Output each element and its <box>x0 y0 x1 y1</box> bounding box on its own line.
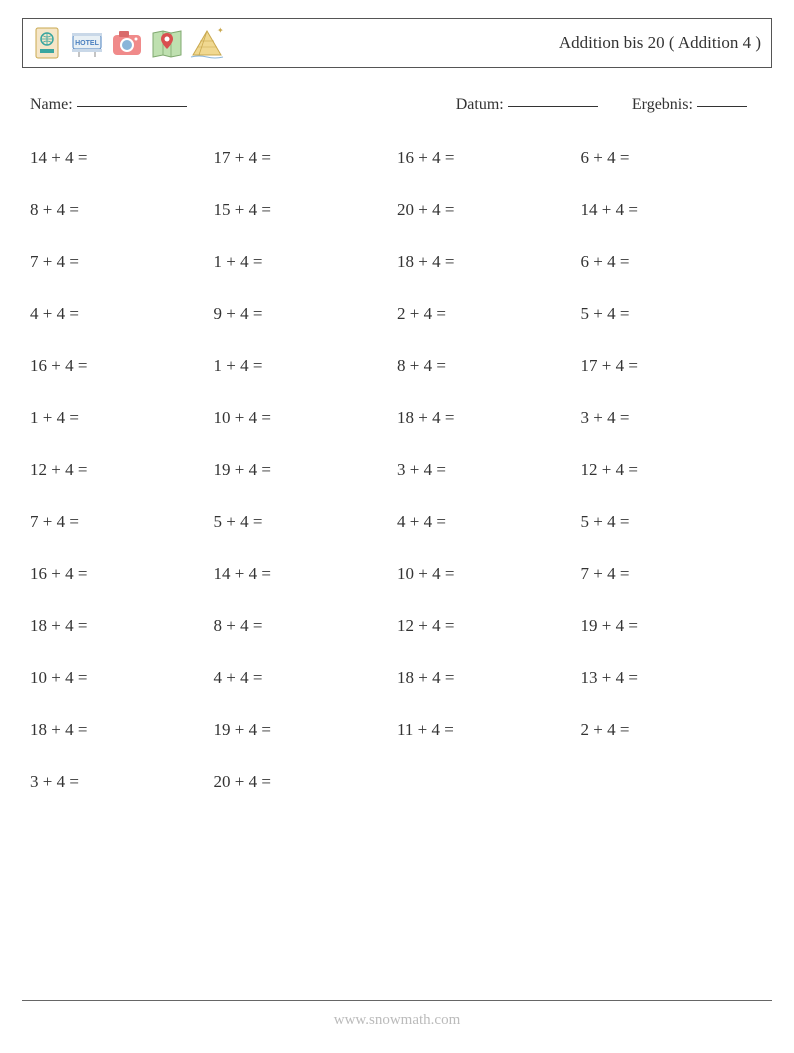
problem-row: 8 + 4 =15 + 4 =20 + 4 =14 + 4 = <box>30 200 764 252</box>
problem-cell: 4 + 4 = <box>397 512 581 564</box>
problem-cell: 19 + 4 = <box>581 616 765 668</box>
name-field: Name: <box>30 96 456 114</box>
footer-divider <box>22 1000 772 1001</box>
name-label: Name: <box>30 96 73 113</box>
problem-cell <box>581 772 765 824</box>
problem-cell: 14 + 4 = <box>581 200 765 252</box>
problem-cell: 19 + 4 = <box>214 720 398 772</box>
problem-cell: 2 + 4 = <box>397 304 581 356</box>
map-pin-icon <box>149 25 185 61</box>
problem-cell: 12 + 4 = <box>397 616 581 668</box>
header-box: HOTEL <box>22 18 772 68</box>
passport-icon <box>29 25 65 61</box>
date-blank[interactable] <box>508 106 598 107</box>
problem-cell: 16 + 4 = <box>30 356 214 408</box>
problem-cell: 5 + 4 = <box>214 512 398 564</box>
problem-cell: 20 + 4 = <box>214 772 398 824</box>
problems-grid: 14 + 4 =17 + 4 =16 + 4 =6 + 4 =8 + 4 =15… <box>22 148 772 824</box>
problem-cell: 17 + 4 = <box>581 356 765 408</box>
problem-row: 12 + 4 =19 + 4 =3 + 4 =12 + 4 = <box>30 460 764 512</box>
result-blank[interactable] <box>697 106 747 107</box>
camera-icon <box>109 25 145 61</box>
problem-cell: 18 + 4 = <box>397 408 581 460</box>
problem-cell: 14 + 4 = <box>214 564 398 616</box>
problem-cell: 5 + 4 = <box>581 512 765 564</box>
problem-cell: 18 + 4 = <box>30 720 214 772</box>
problem-row: 3 + 4 =20 + 4 = <box>30 772 764 824</box>
result-field: Ergebnis: <box>632 96 764 114</box>
problem-row: 18 + 4 =8 + 4 =12 + 4 =19 + 4 = <box>30 616 764 668</box>
problem-cell <box>397 772 581 824</box>
problem-cell: 14 + 4 = <box>30 148 214 200</box>
problem-cell: 3 + 4 = <box>397 460 581 512</box>
problem-row: 10 + 4 =4 + 4 =18 + 4 =13 + 4 = <box>30 668 764 720</box>
problem-cell: 6 + 4 = <box>581 148 765 200</box>
problem-row: 18 + 4 =19 + 4 =11 + 4 =2 + 4 = <box>30 720 764 772</box>
problem-cell: 3 + 4 = <box>30 772 214 824</box>
problem-cell: 18 + 4 = <box>397 252 581 304</box>
meta-row: Name: Datum: Ergebnis: <box>22 96 772 114</box>
problem-row: 16 + 4 =14 + 4 =10 + 4 =7 + 4 = <box>30 564 764 616</box>
problem-cell: 8 + 4 = <box>30 200 214 252</box>
problem-cell: 12 + 4 = <box>30 460 214 512</box>
problem-cell: 4 + 4 = <box>214 668 398 720</box>
problem-cell: 10 + 4 = <box>30 668 214 720</box>
svg-text:HOTEL: HOTEL <box>75 40 99 47</box>
problem-cell: 5 + 4 = <box>581 304 765 356</box>
result-label: Ergebnis: <box>632 96 693 113</box>
problem-cell: 2 + 4 = <box>581 720 765 772</box>
problem-cell: 7 + 4 = <box>30 512 214 564</box>
problem-cell: 18 + 4 = <box>30 616 214 668</box>
problem-row: 14 + 4 =17 + 4 =16 + 4 =6 + 4 = <box>30 148 764 200</box>
problem-cell: 11 + 4 = <box>397 720 581 772</box>
icon-row: HOTEL <box>29 25 225 61</box>
problem-cell: 1 + 4 = <box>30 408 214 460</box>
problem-cell: 12 + 4 = <box>581 460 765 512</box>
problem-row: 4 + 4 =9 + 4 =2 + 4 =5 + 4 = <box>30 304 764 356</box>
name-blank[interactable] <box>77 106 187 107</box>
problem-cell: 7 + 4 = <box>581 564 765 616</box>
problem-cell: 16 + 4 = <box>397 148 581 200</box>
pyramid-icon: ✦ <box>189 25 225 61</box>
worksheet-title: Addition bis 20 ( Addition 4 ) <box>559 33 761 53</box>
problem-row: 7 + 4 =5 + 4 =4 + 4 =5 + 4 = <box>30 512 764 564</box>
problem-cell: 16 + 4 = <box>30 564 214 616</box>
svg-text:✦: ✦ <box>217 26 224 35</box>
problem-cell: 4 + 4 = <box>30 304 214 356</box>
problem-cell: 6 + 4 = <box>581 252 765 304</box>
problem-cell: 9 + 4 = <box>214 304 398 356</box>
problem-cell: 15 + 4 = <box>214 200 398 252</box>
problem-cell: 10 + 4 = <box>214 408 398 460</box>
problem-cell: 3 + 4 = <box>581 408 765 460</box>
problem-row: 7 + 4 =1 + 4 =18 + 4 =6 + 4 = <box>30 252 764 304</box>
problem-cell: 19 + 4 = <box>214 460 398 512</box>
problem-row: 1 + 4 =10 + 4 =18 + 4 =3 + 4 = <box>30 408 764 460</box>
problem-cell: 7 + 4 = <box>30 252 214 304</box>
problem-cell: 1 + 4 = <box>214 252 398 304</box>
date-field: Datum: <box>456 96 632 114</box>
problem-cell: 20 + 4 = <box>397 200 581 252</box>
problem-cell: 18 + 4 = <box>397 668 581 720</box>
problem-row: 16 + 4 =1 + 4 =8 + 4 =17 + 4 = <box>30 356 764 408</box>
date-label: Datum: <box>456 96 504 113</box>
problem-cell: 10 + 4 = <box>397 564 581 616</box>
footer-text: www.snowmath.com <box>0 1012 794 1029</box>
problem-cell: 13 + 4 = <box>581 668 765 720</box>
problem-cell: 1 + 4 = <box>214 356 398 408</box>
problem-cell: 8 + 4 = <box>397 356 581 408</box>
hotel-icon: HOTEL <box>69 25 105 61</box>
problem-cell: 8 + 4 = <box>214 616 398 668</box>
problem-cell: 17 + 4 = <box>214 148 398 200</box>
